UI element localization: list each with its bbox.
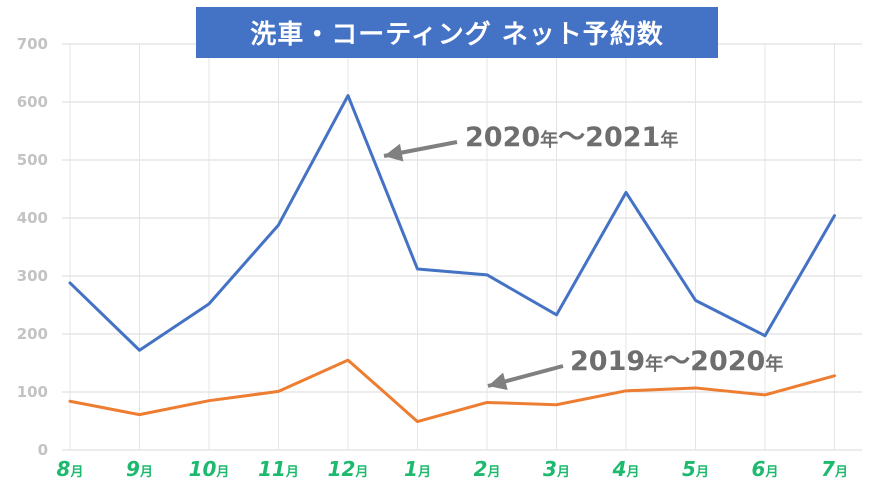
series-line-1 [68, 94, 836, 352]
y-tick-label: 700 [17, 35, 48, 53]
arrow-2019-2020-head [488, 372, 508, 391]
x-tick-label: 6月 [752, 457, 779, 481]
series-lines [68, 94, 836, 424]
x-tick-label: 1月 [404, 457, 431, 481]
x-tick-label: 4月 [612, 457, 640, 481]
annotations: 2020年〜2021年 2019年〜2020年 [383, 122, 783, 391]
x-tick-label: 8月 [57, 457, 84, 481]
x-tick-label: 9月 [126, 457, 153, 481]
x-tick-label: 11月 [258, 457, 299, 481]
series-label-2019-2020: 2019年〜2020年 [570, 346, 783, 377]
x-tick-label: 10月 [189, 457, 230, 481]
x-tick-label: 7月 [821, 457, 848, 481]
x-tick-label: 2月 [474, 457, 501, 481]
series-line-2 [68, 358, 836, 424]
y-tick-label: 300 [17, 267, 48, 285]
x-tick-label: 5月 [682, 457, 709, 481]
y-tick-label: 600 [17, 93, 48, 111]
x-tick-label: 3月 [543, 457, 570, 481]
series-label-2020-2021: 2020年〜2021年 [465, 122, 678, 153]
chart-title: 洗車・コーティング ネット予約数 [196, 7, 718, 58]
y-tick-label: 400 [17, 209, 48, 227]
x-axis: 8月 9月 10月 11月 12月 1月 2月 3月 4月 5月 6月 7月 [57, 457, 848, 481]
x-tick-label: 12月 [328, 457, 369, 481]
y-tick-label: 0 [38, 441, 48, 459]
arrow-2020-2021-head [384, 143, 404, 162]
y-tick-label: 100 [17, 383, 48, 401]
y-tick-label: 500 [17, 151, 48, 169]
grid [62, 43, 862, 451]
y-axis: 700 600 500 400 300 200 100 0 [17, 35, 48, 459]
y-tick-label: 200 [17, 325, 48, 343]
